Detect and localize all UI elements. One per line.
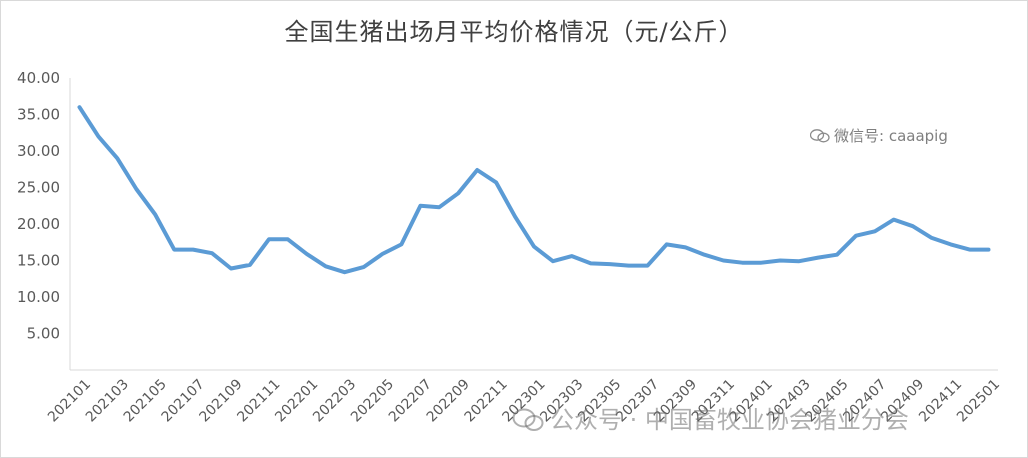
wechat-icon (512, 408, 544, 431)
y-tick-label: 40.00 (17, 69, 60, 87)
y-tick-label: 30.00 (17, 142, 60, 160)
x-tick-label: 202501 (954, 376, 1003, 425)
y-tick-label: 10.00 (17, 288, 60, 306)
price-series (77, 105, 991, 275)
y-tick-label: 25.00 (17, 179, 60, 197)
y-tick-label: 35.00 (17, 106, 60, 124)
y-tick-label: 20.00 (17, 215, 60, 233)
y-tick-label: 15.00 (17, 252, 60, 270)
chart-title: 全国生猪出场月平均价格情况（元/公斤） (284, 18, 744, 46)
series-line (77, 105, 991, 275)
y-tick-label: 5.00 (27, 325, 60, 343)
y-tick-labels: 40.00 35.00 30.00 25.00 20.00 15.00 10.00 5.00 (17, 69, 60, 343)
official-account-watermark: 公众号 · 中国畜牧业协会猪业分会 (512, 400, 909, 435)
wechat-icon (810, 129, 830, 143)
official-account-text: 公众号 · 中国畜牧业协会猪业分会 (550, 406, 909, 434)
wechat-id-text: 微信号: caaapig (834, 127, 948, 145)
wechat-watermark: 微信号: caaapig (810, 125, 948, 146)
